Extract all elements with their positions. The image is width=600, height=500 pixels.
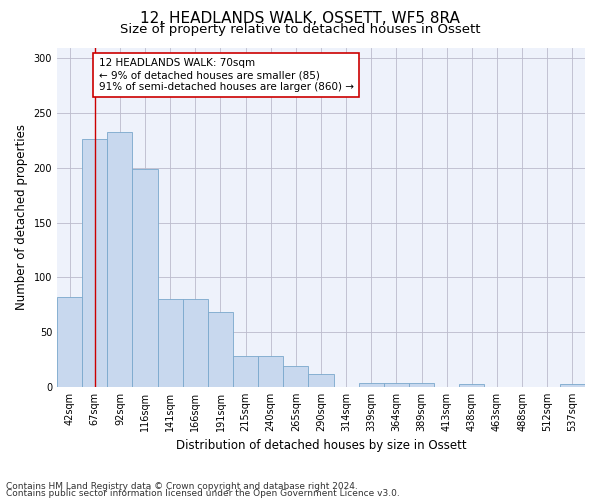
- Bar: [283, 366, 308, 387]
- Bar: [308, 374, 334, 387]
- Bar: [384, 382, 409, 387]
- Bar: [133, 169, 158, 387]
- Bar: [459, 384, 484, 387]
- Bar: [82, 140, 107, 387]
- Bar: [107, 132, 133, 387]
- Bar: [258, 356, 283, 387]
- Bar: [183, 300, 208, 387]
- Bar: [208, 312, 233, 387]
- Text: Contains HM Land Registry data © Crown copyright and database right 2024.: Contains HM Land Registry data © Crown c…: [6, 482, 358, 491]
- Bar: [359, 382, 384, 387]
- X-axis label: Distribution of detached houses by size in Ossett: Distribution of detached houses by size …: [176, 440, 466, 452]
- Bar: [158, 300, 183, 387]
- Text: 12, HEADLANDS WALK, OSSETT, WF5 8RA: 12, HEADLANDS WALK, OSSETT, WF5 8RA: [140, 11, 460, 26]
- Text: Contains public sector information licensed under the Open Government Licence v3: Contains public sector information licen…: [6, 490, 400, 498]
- Bar: [233, 356, 258, 387]
- Bar: [57, 297, 82, 387]
- Text: 12 HEADLANDS WALK: 70sqm
← 9% of detached houses are smaller (85)
91% of semi-de: 12 HEADLANDS WALK: 70sqm ← 9% of detache…: [98, 58, 353, 92]
- Y-axis label: Number of detached properties: Number of detached properties: [15, 124, 28, 310]
- Bar: [409, 382, 434, 387]
- Text: Size of property relative to detached houses in Ossett: Size of property relative to detached ho…: [120, 22, 480, 36]
- Bar: [560, 384, 585, 387]
